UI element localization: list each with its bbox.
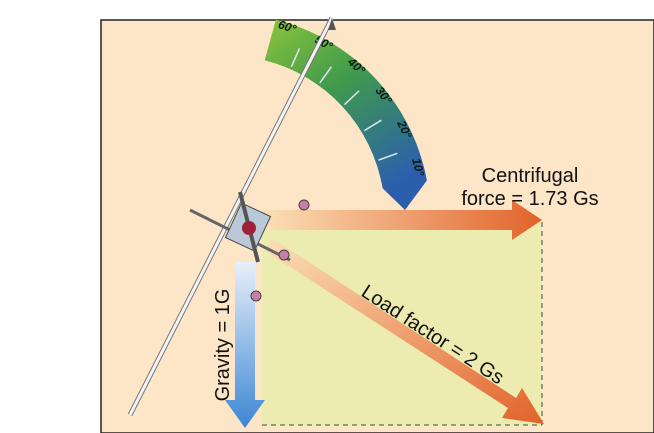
wheel (279, 250, 289, 260)
wheel (299, 200, 309, 210)
wheel (251, 291, 261, 301)
centrifugal-label: force = 1.73 Gs (461, 188, 598, 210)
spinner (242, 221, 256, 235)
diagram: 60°50°40°30°20°10° Centrifugal force = 1… (0, 0, 654, 433)
gravity-label: Gravity = 1G (212, 289, 234, 402)
centrifugal-label: Centrifugal (482, 165, 579, 187)
